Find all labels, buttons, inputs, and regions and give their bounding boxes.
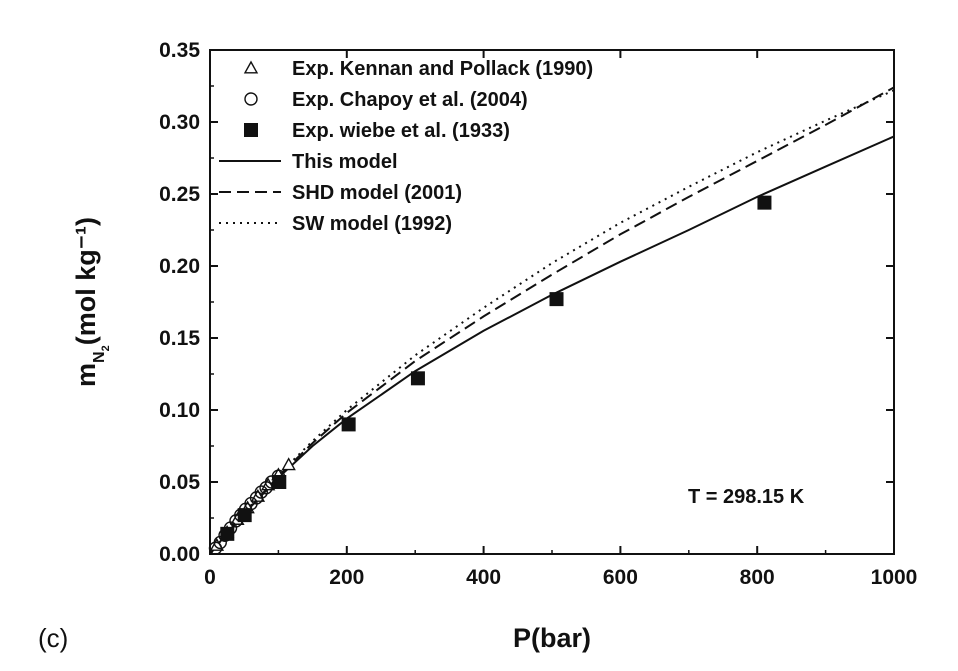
y-axis-label-subscript: N	[91, 351, 108, 363]
data-point	[213, 535, 227, 550]
legend-entry: This model	[292, 151, 398, 173]
legend-entry: SHD model (2001)	[292, 182, 462, 204]
legend-entry: Exp. Chapoy et al. (2004)	[292, 89, 528, 111]
data-point	[341, 417, 356, 432]
data-point	[281, 457, 296, 471]
series-line	[209, 89, 895, 555]
temperature-annotation: T = 298.15 K	[688, 486, 805, 508]
x-tick-label: 1000	[871, 566, 918, 589]
data-point	[410, 371, 425, 386]
legend-marker	[244, 92, 258, 106]
x-tick-label: 600	[603, 566, 638, 589]
y-axis-label-subsubscript: 2	[100, 345, 112, 351]
legend-marker	[244, 123, 258, 137]
x-tick-label: 800	[740, 566, 775, 589]
axis-ticks: 0 200 400 600 800 1000 0.00 0.05 0.10 0.15 0.20 0.2…	[159, 39, 917, 589]
series-layer	[208, 86, 895, 555]
y-tick-label: 0.10	[159, 399, 200, 422]
legend: Exp. Kennan and Pollack (1990) Exp. Chapo…	[219, 58, 593, 235]
x-tick-label: 0	[204, 566, 216, 589]
data-point	[549, 292, 564, 307]
data-point	[220, 526, 235, 541]
data-point	[272, 475, 287, 489]
y-tick-label: 0.15	[159, 327, 200, 350]
x-tick-label: 200	[329, 566, 364, 589]
y-tick-label: 0.00	[159, 543, 200, 566]
panel-label: (c)	[38, 623, 68, 653]
data-point	[237, 508, 252, 523]
data-point	[254, 485, 268, 499]
data-point	[757, 195, 772, 210]
y-tick-label: 0.20	[159, 255, 200, 278]
y-axis-label-prefix: m	[71, 363, 101, 387]
legend-entry: Exp. wiebe et al. (1933)	[292, 120, 510, 142]
y-tick-label: 0.35	[159, 39, 200, 62]
y-tick-label: 0.05	[159, 471, 200, 494]
y-tick-label: 0.30	[159, 111, 200, 134]
legend-entry: Exp. Kennan and Pollack (1990)	[292, 58, 593, 80]
y-axis-label-units: (mol kg⁻¹)	[71, 217, 101, 345]
legend-marker	[243, 60, 259, 74]
y-axis-label: mN2(mol kg⁻¹)	[71, 217, 112, 387]
y-tick-label: 0.25	[159, 183, 200, 206]
x-tick-label: 400	[466, 566, 501, 589]
x-axis-label: P(bar)	[513, 623, 591, 653]
legend-entry: SW model (1992)	[292, 213, 452, 235]
svg-text:mN2(mol kg⁻¹): mN2(mol kg⁻¹)	[71, 217, 112, 387]
